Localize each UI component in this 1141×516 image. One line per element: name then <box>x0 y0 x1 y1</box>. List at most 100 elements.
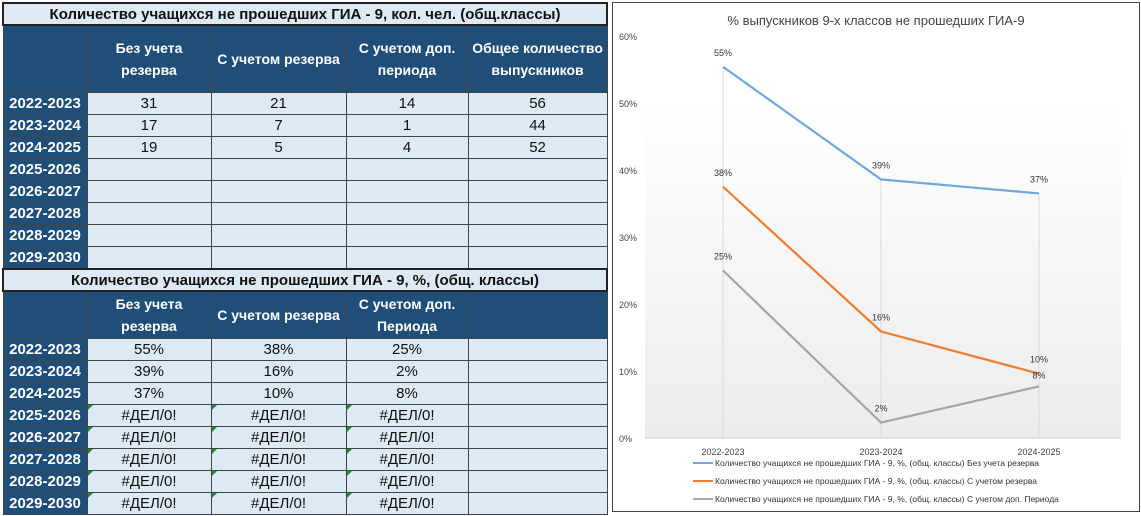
data-label: 55% <box>714 48 732 58</box>
chart-title: % выпускников 9-х классов не прошедших Г… <box>727 13 1024 28</box>
table-cell[interactable] <box>86 223 212 247</box>
table-cell[interactable]: 14 <box>345 91 469 115</box>
table-cell[interactable]: #ДЕЛ/0! <box>86 425 212 449</box>
table-cell[interactable] <box>210 157 347 181</box>
table-cell[interactable]: 38% <box>210 337 347 361</box>
table-cell[interactable] <box>345 223 469 247</box>
row-year[interactable]: 2029-2030 <box>2 245 88 269</box>
table-cell[interactable]: 44 <box>467 113 608 137</box>
table-cell[interactable]: 31 <box>86 91 212 115</box>
table-cell[interactable]: 8% <box>345 381 469 405</box>
row-year[interactable]: 2028-2029 <box>2 469 88 493</box>
table-cell[interactable] <box>467 359 608 383</box>
table-cell[interactable] <box>345 201 469 225</box>
table-cell[interactable]: #ДЕЛ/0! <box>86 403 212 427</box>
table-cell[interactable] <box>210 245 347 269</box>
column-header: Общее количество выпускников <box>467 24 608 93</box>
table-cell[interactable]: 39% <box>86 359 212 383</box>
table-cell[interactable]: #ДЕЛ/0! <box>345 403 469 427</box>
table-row: 2022-2023 55% 38% 25% <box>2 337 608 361</box>
table-row: 2023-2024 39% 16% 2% <box>2 359 608 383</box>
row-year[interactable]: 2023-2024 <box>2 113 88 137</box>
row-year[interactable]: 2027-2028 <box>2 447 88 471</box>
table-cell[interactable]: #ДЕЛ/0! <box>86 447 212 471</box>
table-cell[interactable] <box>467 469 608 493</box>
table-cell[interactable]: #ДЕЛ/0! <box>210 491 347 515</box>
row-year[interactable]: 2025-2026 <box>2 403 88 427</box>
table-cell[interactable] <box>467 157 608 181</box>
table-cell[interactable] <box>467 381 608 405</box>
table-cell[interactable] <box>345 245 469 269</box>
table-cell[interactable]: 1 <box>345 113 469 137</box>
table-cell[interactable]: 4 <box>345 135 469 159</box>
table-cell[interactable]: 16% <box>210 359 347 383</box>
table-row: 2026-2027 <box>2 179 608 203</box>
table-cell[interactable] <box>210 179 347 203</box>
row-year[interactable]: 2028-2029 <box>2 223 88 247</box>
table-cell[interactable] <box>467 447 608 471</box>
table-cell[interactable] <box>345 179 469 203</box>
table-cell[interactable] <box>210 223 347 247</box>
table-cell[interactable]: #ДЕЛ/0! <box>210 403 347 427</box>
table-cell[interactable] <box>467 337 608 361</box>
table-cell[interactable] <box>210 201 347 225</box>
x-tick-label: 2024-2025 <box>1017 447 1060 457</box>
table-cell[interactable] <box>86 179 212 203</box>
table-cell[interactable]: 25% <box>345 337 469 361</box>
table-cell[interactable]: 2% <box>345 359 469 383</box>
table-cell[interactable] <box>86 157 212 181</box>
table-cell[interactable] <box>467 403 608 427</box>
table-cell[interactable]: #ДЕЛ/0! <box>345 469 469 493</box>
table-cell[interactable] <box>467 223 608 247</box>
table-cell[interactable] <box>86 245 212 269</box>
table-cell[interactable] <box>467 491 608 515</box>
table-cell[interactable]: #ДЕЛ/0! <box>345 447 469 471</box>
table-cell[interactable] <box>467 201 608 225</box>
table-cell[interactable]: 52 <box>467 135 608 159</box>
table-cell[interactable]: 19 <box>86 135 212 159</box>
table-cell[interactable]: 17 <box>86 113 212 137</box>
row-year[interactable]: 2022-2023 <box>2 337 88 361</box>
table-cell[interactable] <box>86 201 212 225</box>
row-year[interactable]: 2026-2027 <box>2 425 88 449</box>
table-cell[interactable]: 21 <box>210 91 347 115</box>
table-cell[interactable]: #ДЕЛ/0! <box>86 469 212 493</box>
table-cell[interactable]: 55% <box>86 337 212 361</box>
y-tick-label: 30% <box>619 233 637 243</box>
table-cell[interactable]: 37% <box>86 381 212 405</box>
table-row: 2024-2025 19 5 4 52 <box>2 135 608 159</box>
column-header: С учетом доп. Периода <box>345 290 469 339</box>
column-header <box>2 290 88 339</box>
table-cell[interactable]: 5 <box>210 135 347 159</box>
table-cell[interactable] <box>467 179 608 203</box>
row-year[interactable]: 2023-2024 <box>2 359 88 383</box>
table-cell[interactable] <box>345 157 469 181</box>
row-year[interactable]: 2026-2027 <box>2 179 88 203</box>
table-row: 2022-2023 31 21 14 56 <box>2 91 608 115</box>
table-row: 2025-2026 #ДЕЛ/0! #ДЕЛ/0! #ДЕЛ/0! <box>2 403 608 427</box>
row-year[interactable]: 2022-2023 <box>2 91 88 115</box>
x-tick-label: 2022-2023 <box>701 447 744 457</box>
table-cell[interactable]: #ДЕЛ/0! <box>210 469 347 493</box>
table-cell[interactable] <box>467 425 608 449</box>
row-year[interactable]: 2024-2025 <box>2 381 88 405</box>
table-cell[interactable]: #ДЕЛ/0! <box>210 447 347 471</box>
data-label: 39% <box>872 160 890 170</box>
y-tick-label: 0% <box>619 434 632 444</box>
table-cell[interactable]: #ДЕЛ/0! <box>210 425 347 449</box>
row-year[interactable]: 2024-2025 <box>2 135 88 159</box>
table-cell[interactable]: #ДЕЛ/0! <box>345 425 469 449</box>
table-cell[interactable] <box>467 245 608 269</box>
series-line <box>722 185 1040 375</box>
table-cell[interactable]: 10% <box>210 381 347 405</box>
row-year[interactable]: 2025-2026 <box>2 157 88 181</box>
table-cell[interactable]: 56 <box>467 91 608 115</box>
table-cell[interactable]: #ДЕЛ/0! <box>345 491 469 515</box>
y-tick-label: 40% <box>619 166 637 176</box>
row-year[interactable]: 2029-2030 <box>2 491 88 515</box>
table-cell[interactable]: #ДЕЛ/0! <box>86 491 212 515</box>
row-year[interactable]: 2027-2028 <box>2 201 88 225</box>
data-label: 37% <box>1030 174 1048 184</box>
counts-table: Количество учащихся не прошедших ГИА - 9… <box>1 2 609 269</box>
table-cell[interactable]: 7 <box>210 113 347 137</box>
